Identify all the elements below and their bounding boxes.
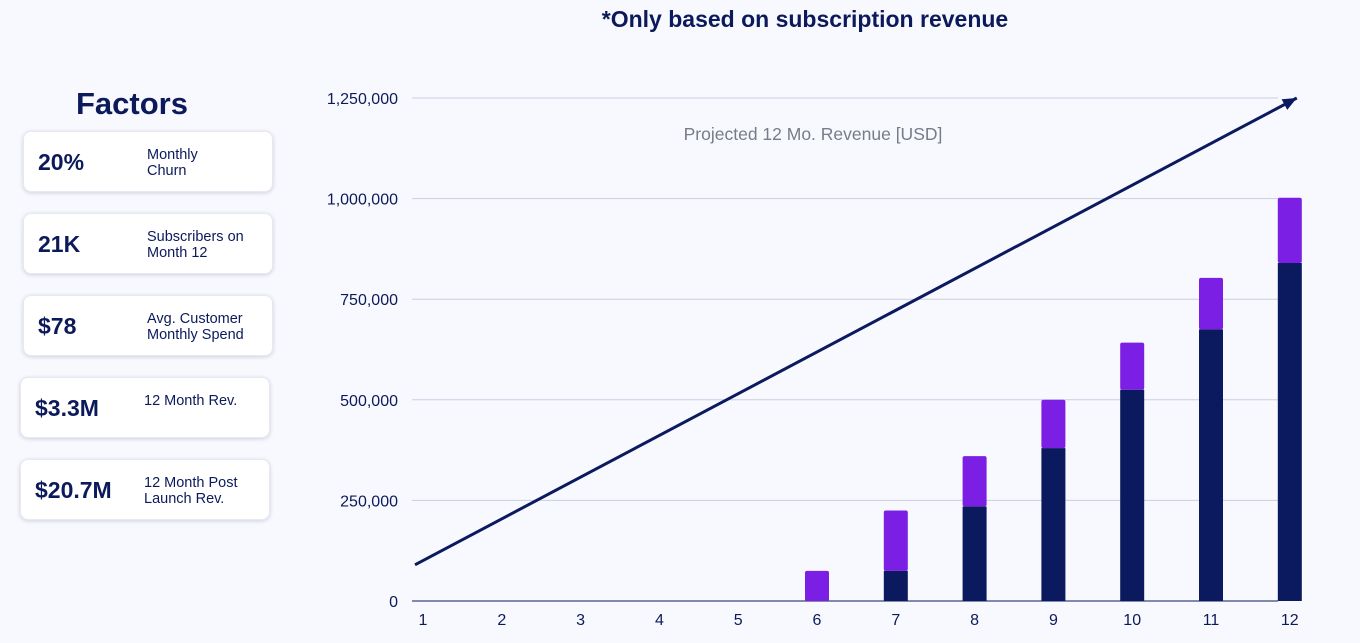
- trend-arrow-line: [414, 96, 1298, 567]
- y-tick-label: 1,000,000: [327, 192, 398, 209]
- factor-label: Subscribers on Month 12: [147, 229, 267, 261]
- factor-label: Avg. Customer Monthly Spend: [147, 311, 267, 343]
- x-tick-label: 4: [655, 612, 664, 629]
- factor-label-line2: Monthly Spend: [147, 327, 244, 343]
- bar-segment: [1041, 399, 1066, 449]
- x-tick-label: 2: [497, 612, 506, 629]
- factor-label-line1: 12 Month Post: [144, 475, 238, 491]
- factor-card-churn: 20% Monthly Churn: [23, 131, 273, 192]
- factor-value: 21K: [38, 231, 81, 257]
- bar-segment: [962, 456, 987, 507]
- bar-segment: [1199, 329, 1223, 601]
- y-tick-label: 500,000: [340, 393, 398, 410]
- factor-card-subscribers: 21K Subscribers on Month 12: [23, 213, 273, 274]
- x-tick-label: 10: [1123, 612, 1141, 629]
- x-tick-label: 6: [813, 612, 822, 629]
- factor-value: $3.3M: [35, 395, 99, 421]
- factor-label-line1: 12 Month Rev.: [144, 393, 238, 409]
- x-tick-label: 7: [891, 612, 900, 629]
- factor-card-spend: $78 Avg. Customer Monthly Spend: [23, 295, 273, 356]
- factor-value: $20.7M: [35, 477, 112, 503]
- label-layer: 0 250,000 500,000 750,000 1,000,000 1,250,000…: [327, 91, 1299, 629]
- factor-card-12-month-rev: $3.3M 12 Month Rev.: [20, 377, 270, 438]
- bar-layer: [805, 197, 1302, 601]
- bar-segment: [962, 506, 987, 601]
- y-tick-label: 0: [389, 594, 398, 611]
- factor-card-post-launch-rev: $20.7M 12 Month Post Launch Rev.: [20, 459, 270, 520]
- bar-segment: [1120, 389, 1145, 601]
- x-tick-label: 9: [1049, 612, 1058, 629]
- factors-title: Factors: [76, 86, 188, 121]
- factor-label-line1: Avg. Customer: [147, 311, 243, 327]
- bar-segment: [883, 570, 908, 601]
- x-tick-label: 5: [734, 612, 743, 629]
- grid-layer: [412, 97, 1278, 602]
- y-tick-label: 750,000: [340, 292, 398, 309]
- bar-segment: [1199, 277, 1223, 330]
- factor-label: Monthly Churn: [147, 147, 267, 179]
- bar-segment: [883, 510, 908, 571]
- bar-segment: [1277, 262, 1302, 601]
- chart-title: Projected 12 Mo. Revenue [USD]: [684, 124, 943, 144]
- x-tick-label: 8: [970, 612, 979, 629]
- factor-label-line1: Monthly: [147, 147, 198, 163]
- factor-label: 12 Month Rev.: [144, 393, 264, 409]
- factor-label-line1: Subscribers on: [147, 229, 244, 245]
- x-tick-label: 11: [1203, 612, 1220, 629]
- chart-headline: *Only based on subscription revenue: [601, 6, 1009, 32]
- y-tick-label: 250,000: [340, 493, 398, 510]
- trend-layer: [414, 96, 1298, 567]
- factor-label-line2: Launch Rev.: [144, 491, 225, 507]
- x-tick-label: 3: [576, 612, 585, 629]
- factor-label-line2: Month 12: [147, 245, 208, 261]
- bar-segment: [1120, 342, 1145, 390]
- factor-label-line2: Churn: [147, 163, 187, 179]
- factor-value: $78: [38, 313, 77, 339]
- x-tick-label: 1: [419, 612, 428, 629]
- bar-segment: [805, 570, 829, 601]
- bar-segment: [1041, 448, 1066, 601]
- factor-value: 20%: [38, 149, 85, 175]
- bar-segment: [1277, 197, 1302, 263]
- factor-label: 12 Month Post Launch Rev.: [144, 475, 264, 507]
- y-tick-label: 1,250,000: [327, 91, 398, 108]
- x-tick-label: 12: [1281, 612, 1299, 629]
- trend-arrow-head: [1281, 98, 1297, 110]
